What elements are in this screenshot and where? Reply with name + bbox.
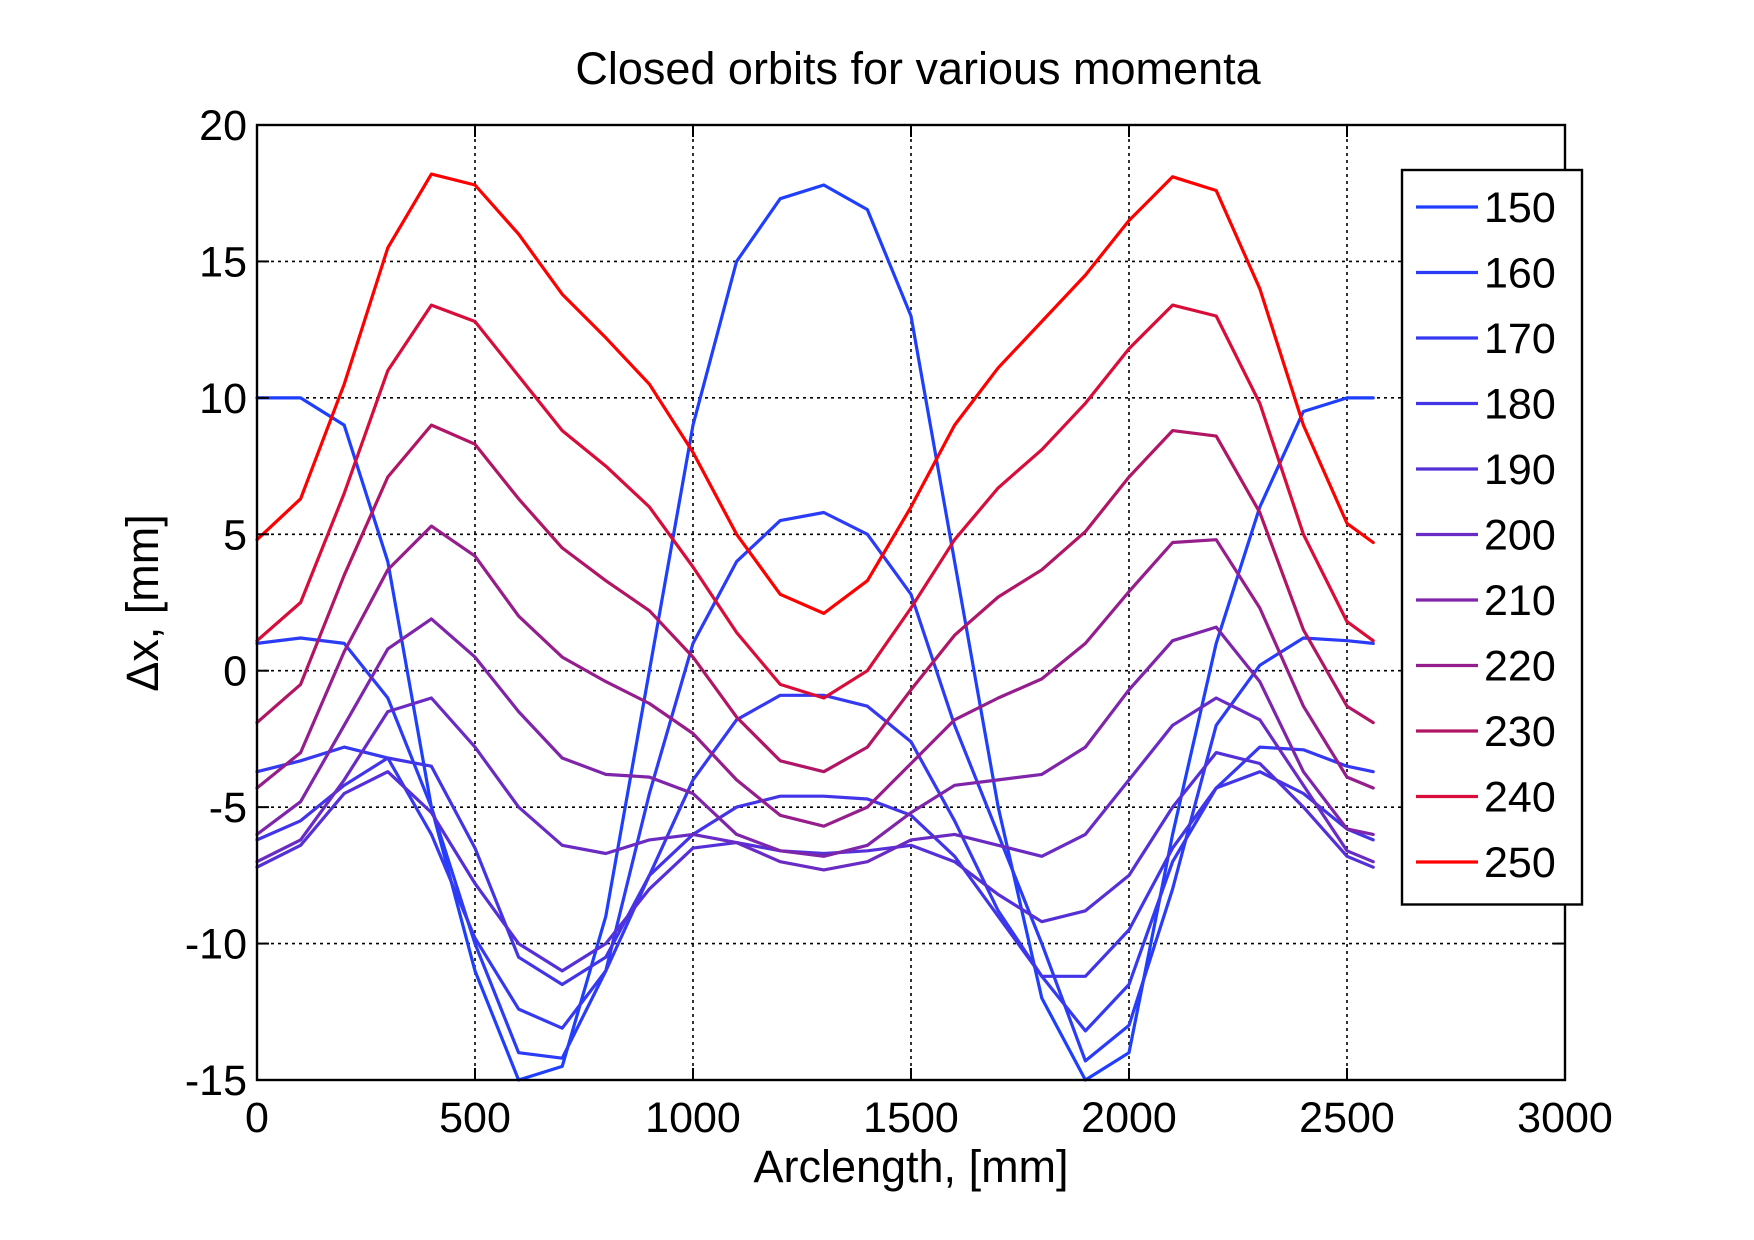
legend-label-150: 150 <box>1484 184 1556 232</box>
legend-label-230: 230 <box>1484 708 1556 756</box>
y-tick-label: 5 <box>223 511 247 559</box>
y-tick-label: -10 <box>185 921 247 969</box>
legend-label-220: 220 <box>1484 643 1556 691</box>
legend-label-160: 160 <box>1484 250 1556 298</box>
x-axis-label: Arclength, [mm] <box>753 1141 1068 1192</box>
legend-box <box>1400 168 1584 906</box>
x-tick-label: 2500 <box>1299 1094 1395 1142</box>
legend-label-250: 250 <box>1484 839 1556 887</box>
y-tick-label: 10 <box>199 375 247 423</box>
legend-label-170: 170 <box>1484 315 1556 363</box>
series-line-210 <box>255 617 1375 858</box>
y-tick-label: -15 <box>185 1057 247 1105</box>
series-line-200 <box>255 696 1375 872</box>
series-line-160 <box>255 510 1375 1063</box>
legend-label-210: 210 <box>1484 577 1556 625</box>
legend-label-180: 180 <box>1484 381 1556 429</box>
series-line-170 <box>255 693 1375 1033</box>
axis-ticks: 0 500 1000 1500 2000 2500 3000 -15 -10 -5 0 5 10 15 20 <box>185 102 1613 1142</box>
chart-title: Closed orbits for various momenta <box>575 43 1261 94</box>
y-tick-label: 15 <box>199 238 247 286</box>
x-tick-label: 0 <box>245 1094 269 1142</box>
legend-label-200: 200 <box>1484 512 1556 560</box>
series-line-190 <box>255 750 1375 973</box>
series-lines <box>255 172 1375 1082</box>
y-tick-label: -5 <box>209 784 247 832</box>
x-tick-label: 3000 <box>1517 1094 1613 1142</box>
y-axis-label: Δx, [mm] <box>117 514 168 692</box>
series-line-180 <box>255 756 1375 987</box>
legend-label-240: 240 <box>1484 774 1556 822</box>
y-tick-label: 20 <box>199 102 247 150</box>
series-line-230 <box>255 423 1375 774</box>
series-line-220 <box>255 524 1375 828</box>
y-tick-label: 0 <box>223 648 247 696</box>
series-line-240 <box>255 303 1375 700</box>
x-tick-label: 1000 <box>645 1094 741 1142</box>
x-tick-label: 1500 <box>863 1094 959 1142</box>
series-line-250 <box>255 172 1375 616</box>
legend-label-190: 190 <box>1484 446 1556 494</box>
x-tick-label: 2000 <box>1081 1094 1177 1142</box>
grid <box>257 125 1565 1080</box>
legend: 150 160 170 180 190 200 210 220 230 240 250 <box>1400 168 1584 906</box>
x-tick-label: 500 <box>439 1094 511 1142</box>
